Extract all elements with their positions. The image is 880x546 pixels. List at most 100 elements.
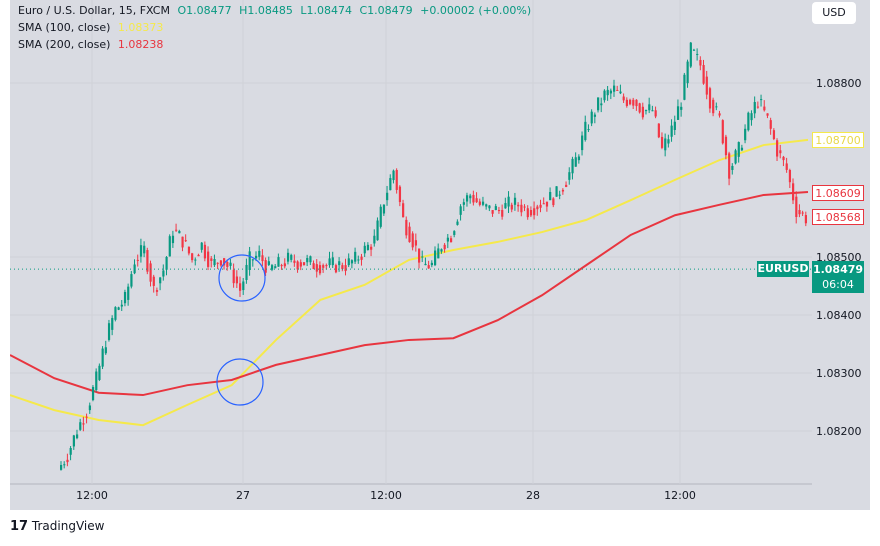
sma200-price-label: 1.08609 (812, 185, 864, 201)
candle-body (734, 150, 737, 164)
currency-button[interactable]: USD (812, 2, 856, 24)
candle-body (402, 203, 405, 218)
candle-body (708, 88, 712, 109)
candle-body (574, 157, 577, 167)
candle-body (107, 323, 111, 340)
candle-body (245, 264, 248, 281)
candle-body (155, 290, 159, 292)
candle-body (523, 206, 526, 208)
candle-body (370, 246, 373, 250)
time-tick: 27 (236, 489, 250, 502)
price-tick: 1.08200 (816, 425, 862, 438)
chart-pane[interactable]: 12:00 27 12:00 28 12:00 1.08800 1.08500 1.08400… (10, 0, 870, 510)
candle-body (286, 252, 290, 262)
candle-body (290, 254, 293, 260)
candle-body (139, 245, 143, 257)
candle-body (712, 99, 715, 114)
candle-body (641, 106, 644, 118)
candle-body (456, 221, 459, 225)
candle-body (648, 104, 651, 111)
candle-body (101, 348, 104, 367)
candle-body (207, 251, 210, 267)
candle-body (590, 111, 593, 124)
time-tick: 28 (526, 489, 540, 502)
candle-body (766, 113, 769, 116)
brand-name: TradingView (31, 519, 105, 533)
candle-body (306, 258, 309, 263)
candle-body (309, 256, 312, 263)
candle-body (219, 260, 223, 266)
candle-body (405, 219, 408, 236)
candle-body (660, 136, 664, 148)
candle-body (792, 183, 795, 201)
candle-body (705, 76, 708, 95)
candle-body (616, 89, 619, 91)
candle-body (737, 142, 740, 157)
price-chart[interactable]: 12:00 27 12:00 28 12:00 1.08800 1.08500 1.08400… (10, 0, 870, 510)
symbol-legend: Euro / U.S. Dollar, 15, FXCM O1.08477 H1… (18, 4, 535, 17)
price-axis (812, 0, 870, 510)
candle-body (475, 198, 478, 203)
candle-body (152, 276, 155, 286)
candle-body (728, 153, 731, 179)
candle-body (91, 387, 95, 401)
candle-body (702, 65, 705, 84)
candle-body (181, 236, 184, 248)
candle-body (571, 158, 574, 174)
candle-body (162, 270, 165, 277)
candle-body (341, 265, 344, 270)
time-tick: 12:00 (664, 489, 696, 502)
candle-body (600, 103, 603, 106)
candle-body (510, 204, 513, 210)
candle-body (731, 165, 734, 170)
candle-body (593, 114, 597, 117)
candle-body (171, 235, 175, 244)
candle-body (334, 265, 338, 273)
symbol-tag: EURUSD (757, 261, 809, 277)
annotation-circle (216, 358, 264, 406)
candle-body (411, 233, 414, 248)
price-tick: 1.08400 (816, 309, 862, 322)
candle-body (680, 106, 683, 110)
candle-body (581, 135, 584, 151)
candle-body (718, 113, 721, 116)
candle-body (318, 265, 322, 274)
candle-body (120, 304, 123, 307)
candle-body (184, 240, 187, 242)
last-price: 1.08479 (812, 263, 864, 276)
candle-body (366, 244, 370, 251)
candle-body (82, 423, 85, 425)
sma200-legend[interactable]: SMA (200, close) 1.08238 (18, 38, 167, 51)
candle-body (635, 99, 638, 107)
high-value: H1.08485 (239, 4, 293, 17)
candle-body (440, 249, 443, 252)
candle-body (347, 258, 350, 266)
candle-body (357, 259, 360, 261)
candle-body (699, 59, 702, 66)
candle-body (513, 197, 517, 205)
candle-body (545, 201, 549, 207)
candle-body (194, 259, 197, 261)
tradingview-logo[interactable]: 17 TradingView (10, 519, 104, 534)
low-price-label: 1.08568 (812, 209, 864, 225)
candle-body (721, 120, 724, 144)
candle-body (670, 125, 673, 137)
candle-body (568, 172, 571, 180)
candle-body (344, 265, 347, 272)
candle-body (312, 263, 315, 269)
candle-body (776, 140, 779, 157)
candle-body (203, 244, 207, 259)
candle-body (686, 61, 689, 84)
candle-body (424, 263, 427, 266)
candle-body (200, 242, 203, 250)
candle-body (168, 236, 171, 257)
candle-body (261, 255, 264, 262)
candle-body (376, 220, 379, 241)
sma100-legend[interactable]: SMA (100, close) 1.08373 (18, 21, 167, 34)
sma200-line (10, 191, 809, 397)
candle-body (465, 195, 469, 202)
candle-body (507, 196, 510, 207)
candle-body (363, 245, 366, 254)
candle-body (229, 262, 232, 266)
candle-body (296, 261, 299, 270)
